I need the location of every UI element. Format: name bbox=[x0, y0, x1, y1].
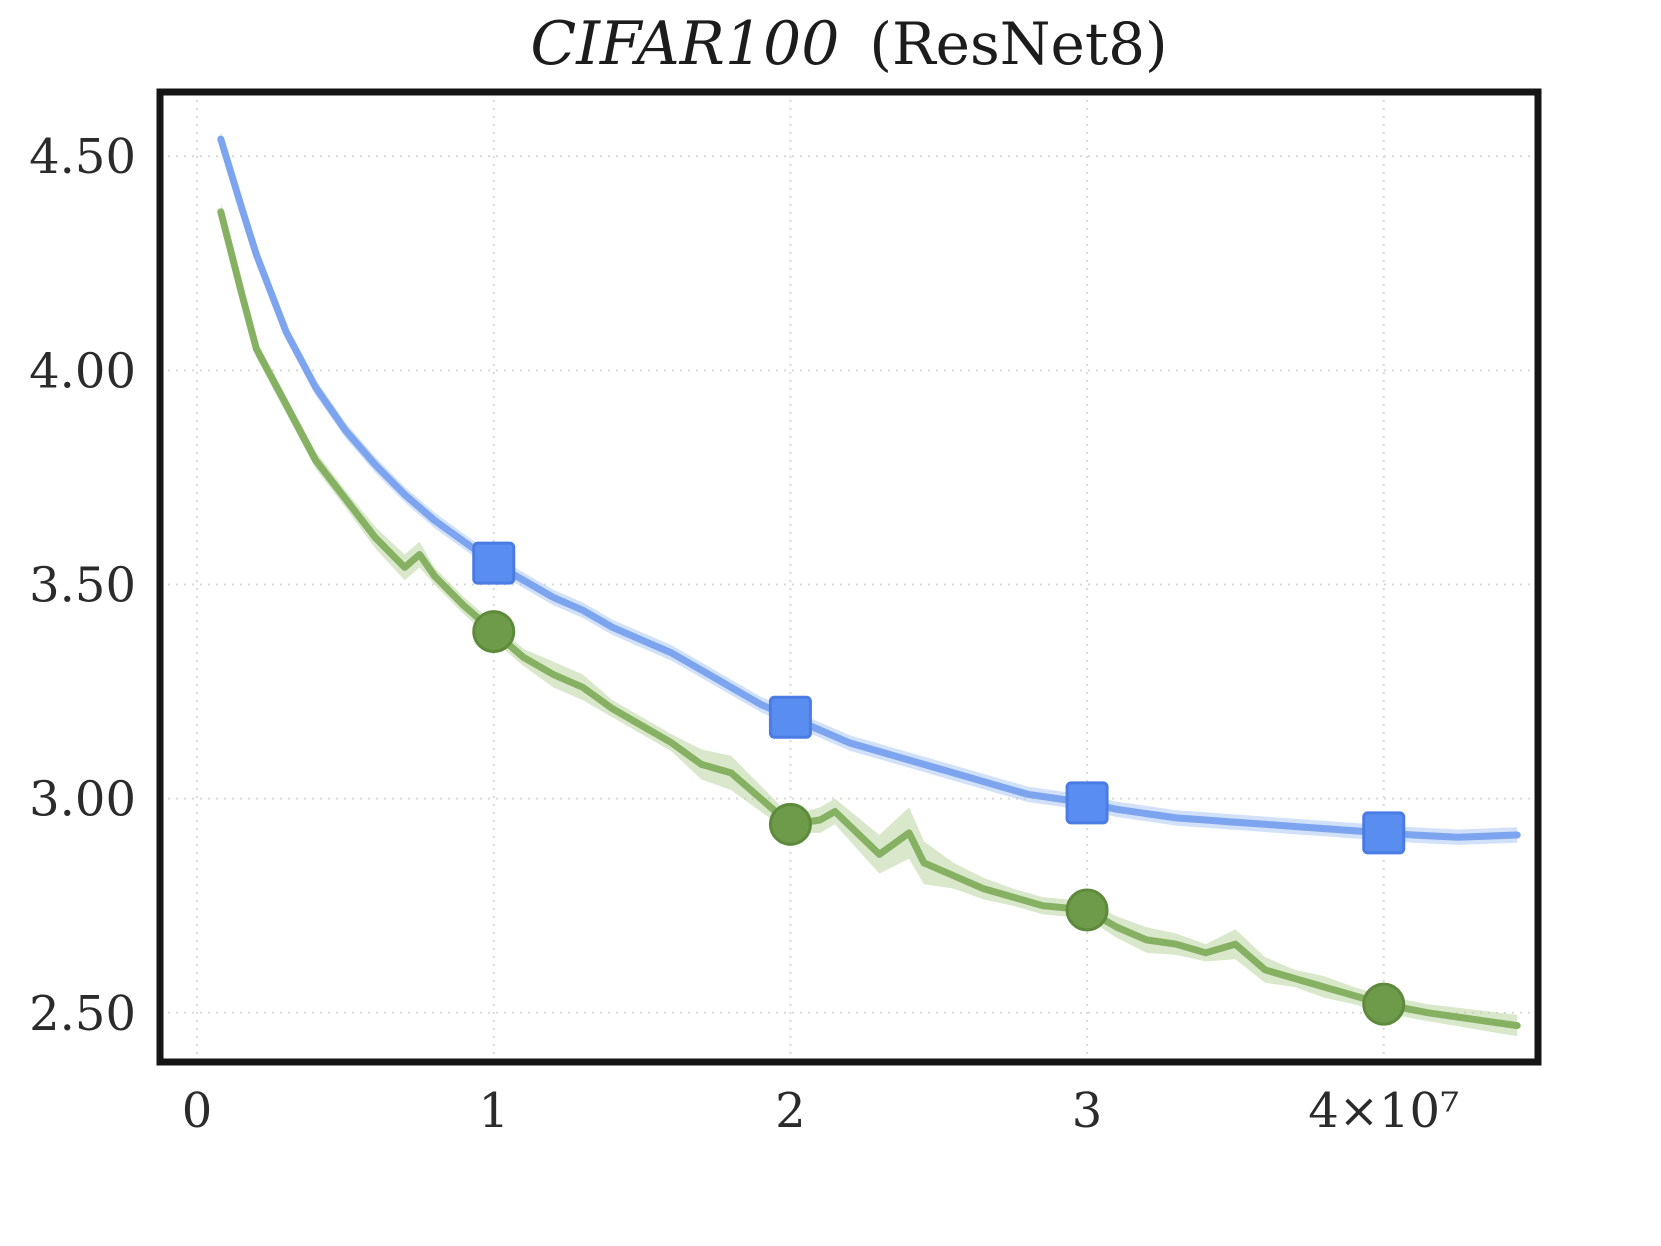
y-tick-label: 3.50 bbox=[29, 557, 136, 613]
blue-squares-line bbox=[217, 135, 1521, 841]
blue-squares-marker bbox=[1065, 781, 1109, 825]
green-circles-marker bbox=[768, 802, 812, 846]
x-tick-label: 4×10⁷ bbox=[1308, 1083, 1459, 1139]
blue-squares-marker bbox=[768, 695, 812, 739]
y-tick-label: 4.50 bbox=[29, 129, 136, 185]
x-tick-label: 3 bbox=[1072, 1083, 1103, 1139]
y-tick-label: 4.00 bbox=[29, 343, 136, 399]
green-circles-marker bbox=[1362, 982, 1406, 1026]
green-circles-marker bbox=[472, 610, 516, 654]
chart-title: CIFAR100 (ResNet8) bbox=[530, 9, 1167, 79]
x-tick-label: 0 bbox=[182, 1083, 213, 1139]
chart-title-model: (ResNet8) bbox=[869, 10, 1167, 78]
y-tick-label: 2.50 bbox=[29, 986, 136, 1042]
y-tick-label: 3.00 bbox=[29, 772, 136, 828]
blue-squares-marker bbox=[1362, 811, 1406, 855]
chart-title-dataset: CIFAR100 bbox=[530, 9, 839, 79]
x-tick-label: 1 bbox=[478, 1083, 509, 1139]
green-circles-marker bbox=[1065, 888, 1109, 932]
axes-border bbox=[156, 88, 1542, 1066]
plot-background bbox=[160, 92, 1538, 1062]
x-tick-label: 2 bbox=[775, 1083, 806, 1139]
plot-area: 0 1 2 3 4×10⁷ 2.50 3.00 3.50 4.00 4.50 bbox=[29, 88, 1542, 1139]
blue-squares-marker bbox=[472, 541, 516, 585]
